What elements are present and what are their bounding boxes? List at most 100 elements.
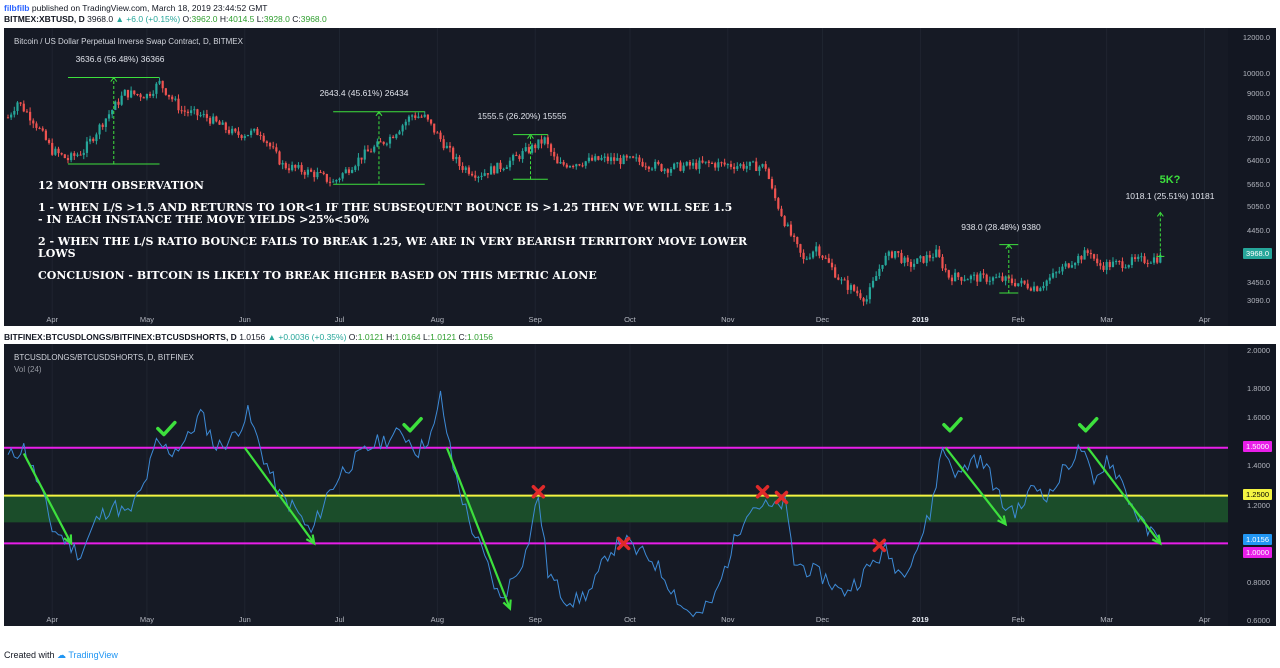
candle-body (1156, 257, 1159, 263)
candle-body (212, 116, 215, 124)
candle-body (398, 131, 401, 135)
candle-body (294, 164, 297, 168)
date-tick-label: Apr (46, 315, 59, 324)
candle-body (1159, 254, 1162, 263)
symbol-label[interactable]: BITMEX:XBTUSD, D (4, 14, 85, 24)
candle-body (291, 164, 294, 171)
author-name[interactable]: filbfilb (4, 3, 30, 13)
candle-body (461, 166, 464, 170)
candle-body (846, 280, 849, 290)
price-chart-svg[interactable] (4, 28, 1228, 326)
candle-body (1042, 285, 1045, 289)
date-tick-label: Sep (528, 615, 542, 624)
candle-body (704, 161, 707, 163)
candle-body (789, 224, 793, 236)
price-header: BITMEX:XBTUSD, D 3968.0 ▲ +6.0 (+0.15%) … (4, 14, 327, 24)
candle-body (1020, 280, 1023, 284)
measure-arrowhead (110, 76, 118, 82)
candle-body (597, 156, 600, 160)
ratio-axis[interactable]: 2.0000 1.8000 1.6000 1.4000 1.2000 0.800… (1228, 344, 1276, 626)
candle-body (875, 275, 878, 281)
measure-label-3: 1555.5 (26.20%) 15555 (477, 111, 567, 121)
candle-body (1140, 256, 1143, 258)
candle-body (190, 110, 193, 113)
ratio-chart-pane[interactable]: BTCUSDLONGS/BTCUSDSHORTS, D, BITFINEX Vo… (4, 344, 1228, 626)
date-tick-label: Nov (721, 315, 735, 324)
candle-body (663, 169, 666, 172)
candle-body (679, 162, 682, 171)
candle-body (322, 172, 325, 174)
candle-body (578, 164, 581, 166)
candle-body (767, 168, 770, 179)
candle-body (1032, 286, 1036, 291)
candle-body (35, 123, 38, 128)
date-tick-label: Feb (1011, 315, 1025, 324)
candle-body (186, 111, 190, 113)
candle-body (644, 166, 647, 168)
candle-body (688, 161, 692, 166)
candle-body (723, 162, 726, 165)
badge-1-0: 1.0000 (1243, 547, 1272, 558)
candle-body (287, 168, 291, 171)
candle-body (196, 109, 199, 116)
candle-body (284, 163, 287, 169)
arrowhead (997, 515, 1008, 527)
candle-body (786, 224, 789, 226)
ratio-change: +0.0036 (+0.35%) (278, 332, 347, 342)
candle-body (925, 255, 928, 263)
candle-body (793, 235, 796, 238)
last-price-badge: 3968.0 (1243, 248, 1272, 259)
measure-arrowhead (1156, 211, 1164, 217)
candle-body (969, 275, 973, 280)
candle-body (669, 168, 673, 173)
footer: Created with ☁ TradingView (4, 650, 118, 661)
candle-body (1149, 262, 1152, 264)
candle-body (237, 131, 240, 136)
ratio-symbol-label[interactable]: BITFINEX:BTCUSDLONGS/BITFINEX:BTCUSDSHOR… (4, 332, 237, 342)
candle-body (562, 162, 565, 165)
candle-body (546, 137, 549, 145)
candle-body (379, 141, 382, 143)
candle-body (1061, 266, 1064, 272)
candle-body (215, 116, 218, 122)
ratio-header: BITFINEX:BTCUSDLONGS/BITFINEX:BTCUSDSHOR… (4, 332, 493, 342)
low-label: L: (256, 14, 264, 24)
candle-body (1048, 277, 1051, 281)
candle-body (1146, 262, 1149, 264)
price-axis[interactable]: 12000.0 10000.0 9000.0 8000.0 7200.0 640… (1228, 28, 1276, 326)
candle-body (493, 166, 496, 174)
candle-body (130, 90, 133, 98)
candle-body (60, 153, 63, 155)
date-tick-label: Mar (1100, 615, 1114, 624)
candle-body (755, 161, 758, 171)
candle-body (98, 124, 101, 135)
candle-body (916, 258, 919, 264)
candle-body (54, 148, 57, 155)
candle-body (344, 169, 347, 174)
candle-body (783, 216, 786, 226)
candle-body (221, 122, 224, 125)
candle-body (821, 255, 824, 258)
candle-body (246, 134, 250, 137)
observation-title: 12 MONTH OBSERVATION (38, 179, 204, 192)
candle-body (815, 246, 818, 252)
candle-body (613, 157, 616, 161)
candle-body (549, 144, 553, 152)
candle-body (1102, 265, 1105, 270)
candle-body (357, 157, 360, 167)
candle-body (739, 164, 742, 167)
candle-body (152, 93, 155, 96)
tradingview-logo-icon[interactable]: ☁ (57, 650, 67, 660)
price-chart-pane[interactable]: Bitcoin / US Dollar Perpetual Inverse Sw… (4, 28, 1228, 326)
tradingview-brand[interactable]: TradingView (68, 650, 118, 660)
candle-body (76, 154, 79, 156)
observation-point2a: 2 - WHEN THE L/S RATIO BOUNCE FAILS TO B… (38, 235, 748, 248)
candle-body (496, 162, 499, 174)
candle-body (268, 143, 272, 147)
candle-body (660, 164, 663, 172)
candle-body (748, 161, 752, 167)
candle-body (527, 147, 531, 153)
candle-body (199, 115, 202, 117)
candle-body (414, 115, 417, 118)
ratio-chart-svg[interactable] (4, 344, 1228, 626)
